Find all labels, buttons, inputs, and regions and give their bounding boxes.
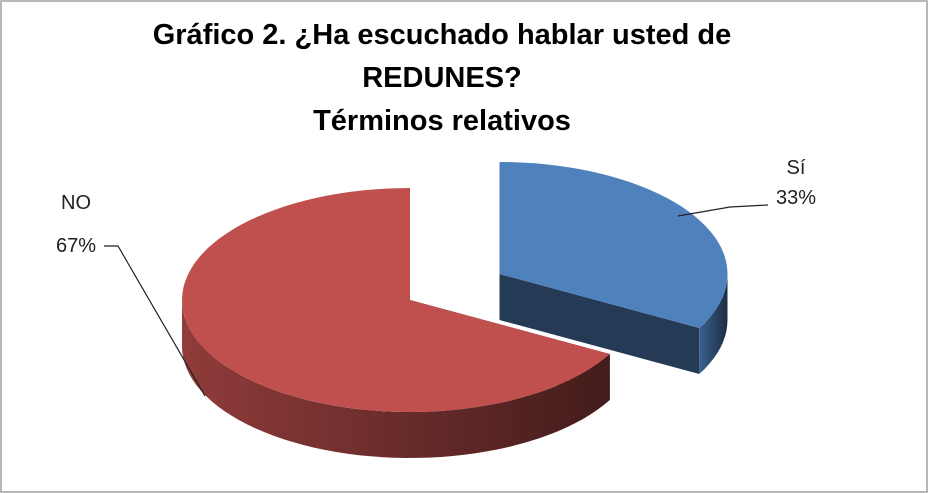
- slice-side: [182, 300, 610, 458]
- slice-label: Sí: [787, 157, 806, 179]
- slice-value-label: 33%: [776, 187, 816, 209]
- slice-label: NO: [61, 192, 91, 214]
- slice-wall: [499, 274, 700, 374]
- slice: [499, 162, 728, 328]
- leader-line: [104, 245, 206, 397]
- slice: [182, 188, 610, 412]
- slice-value-label: 67%: [56, 235, 96, 257]
- leader-line: [677, 204, 769, 217]
- chart-title: Gráfico 2. ¿Ha escuchado hablar usted de…: [152, 19, 732, 94]
- chart-subtitle: Términos relativos: [313, 105, 571, 137]
- pie: [182, 162, 728, 458]
- slice-side: [699, 274, 728, 374]
